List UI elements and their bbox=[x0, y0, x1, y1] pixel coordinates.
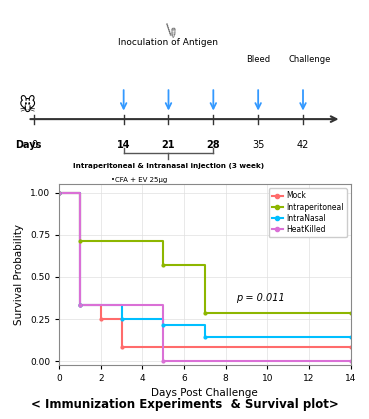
Text: < Immunization Experiments  & Survival plot>: < Immunization Experiments & Survival pl… bbox=[31, 398, 338, 411]
Text: ✎: ✎ bbox=[163, 26, 180, 42]
Text: /: / bbox=[162, 24, 175, 37]
Text: Intraperitoneal & Intranasal injection (3 week): Intraperitoneal & Intranasal injection (… bbox=[73, 163, 264, 169]
Text: Bleed: Bleed bbox=[246, 55, 270, 64]
Text: 35: 35 bbox=[252, 140, 264, 150]
Text: Days: Days bbox=[15, 140, 41, 150]
Text: 42: 42 bbox=[297, 140, 309, 150]
Text: •CFA + EV 25μg: •CFA + EV 25μg bbox=[111, 177, 167, 183]
Text: Inoculation of Antigen: Inoculation of Antigen bbox=[118, 38, 218, 47]
Text: 14: 14 bbox=[117, 140, 130, 150]
Text: p = 0.011: p = 0.011 bbox=[236, 292, 285, 303]
Y-axis label: Survival Probability: Survival Probability bbox=[14, 224, 24, 325]
Legend: Mock, Intraperitoneal, IntraNasal, HeatKilled: Mock, Intraperitoneal, IntraNasal, HeatK… bbox=[269, 188, 347, 237]
Text: 0: 0 bbox=[31, 140, 37, 150]
Text: •CFA + Heat-killed bacteria 10⁹CFU: •CFA + Heat-killed bacteria 10⁹CFU bbox=[111, 189, 235, 195]
Text: 28: 28 bbox=[207, 140, 220, 150]
Text: 21: 21 bbox=[162, 140, 175, 150]
X-axis label: Days Post Challenge: Days Post Challenge bbox=[151, 388, 258, 398]
Text: Challenge: Challenge bbox=[288, 55, 331, 64]
Text: 🐭: 🐭 bbox=[19, 96, 36, 114]
